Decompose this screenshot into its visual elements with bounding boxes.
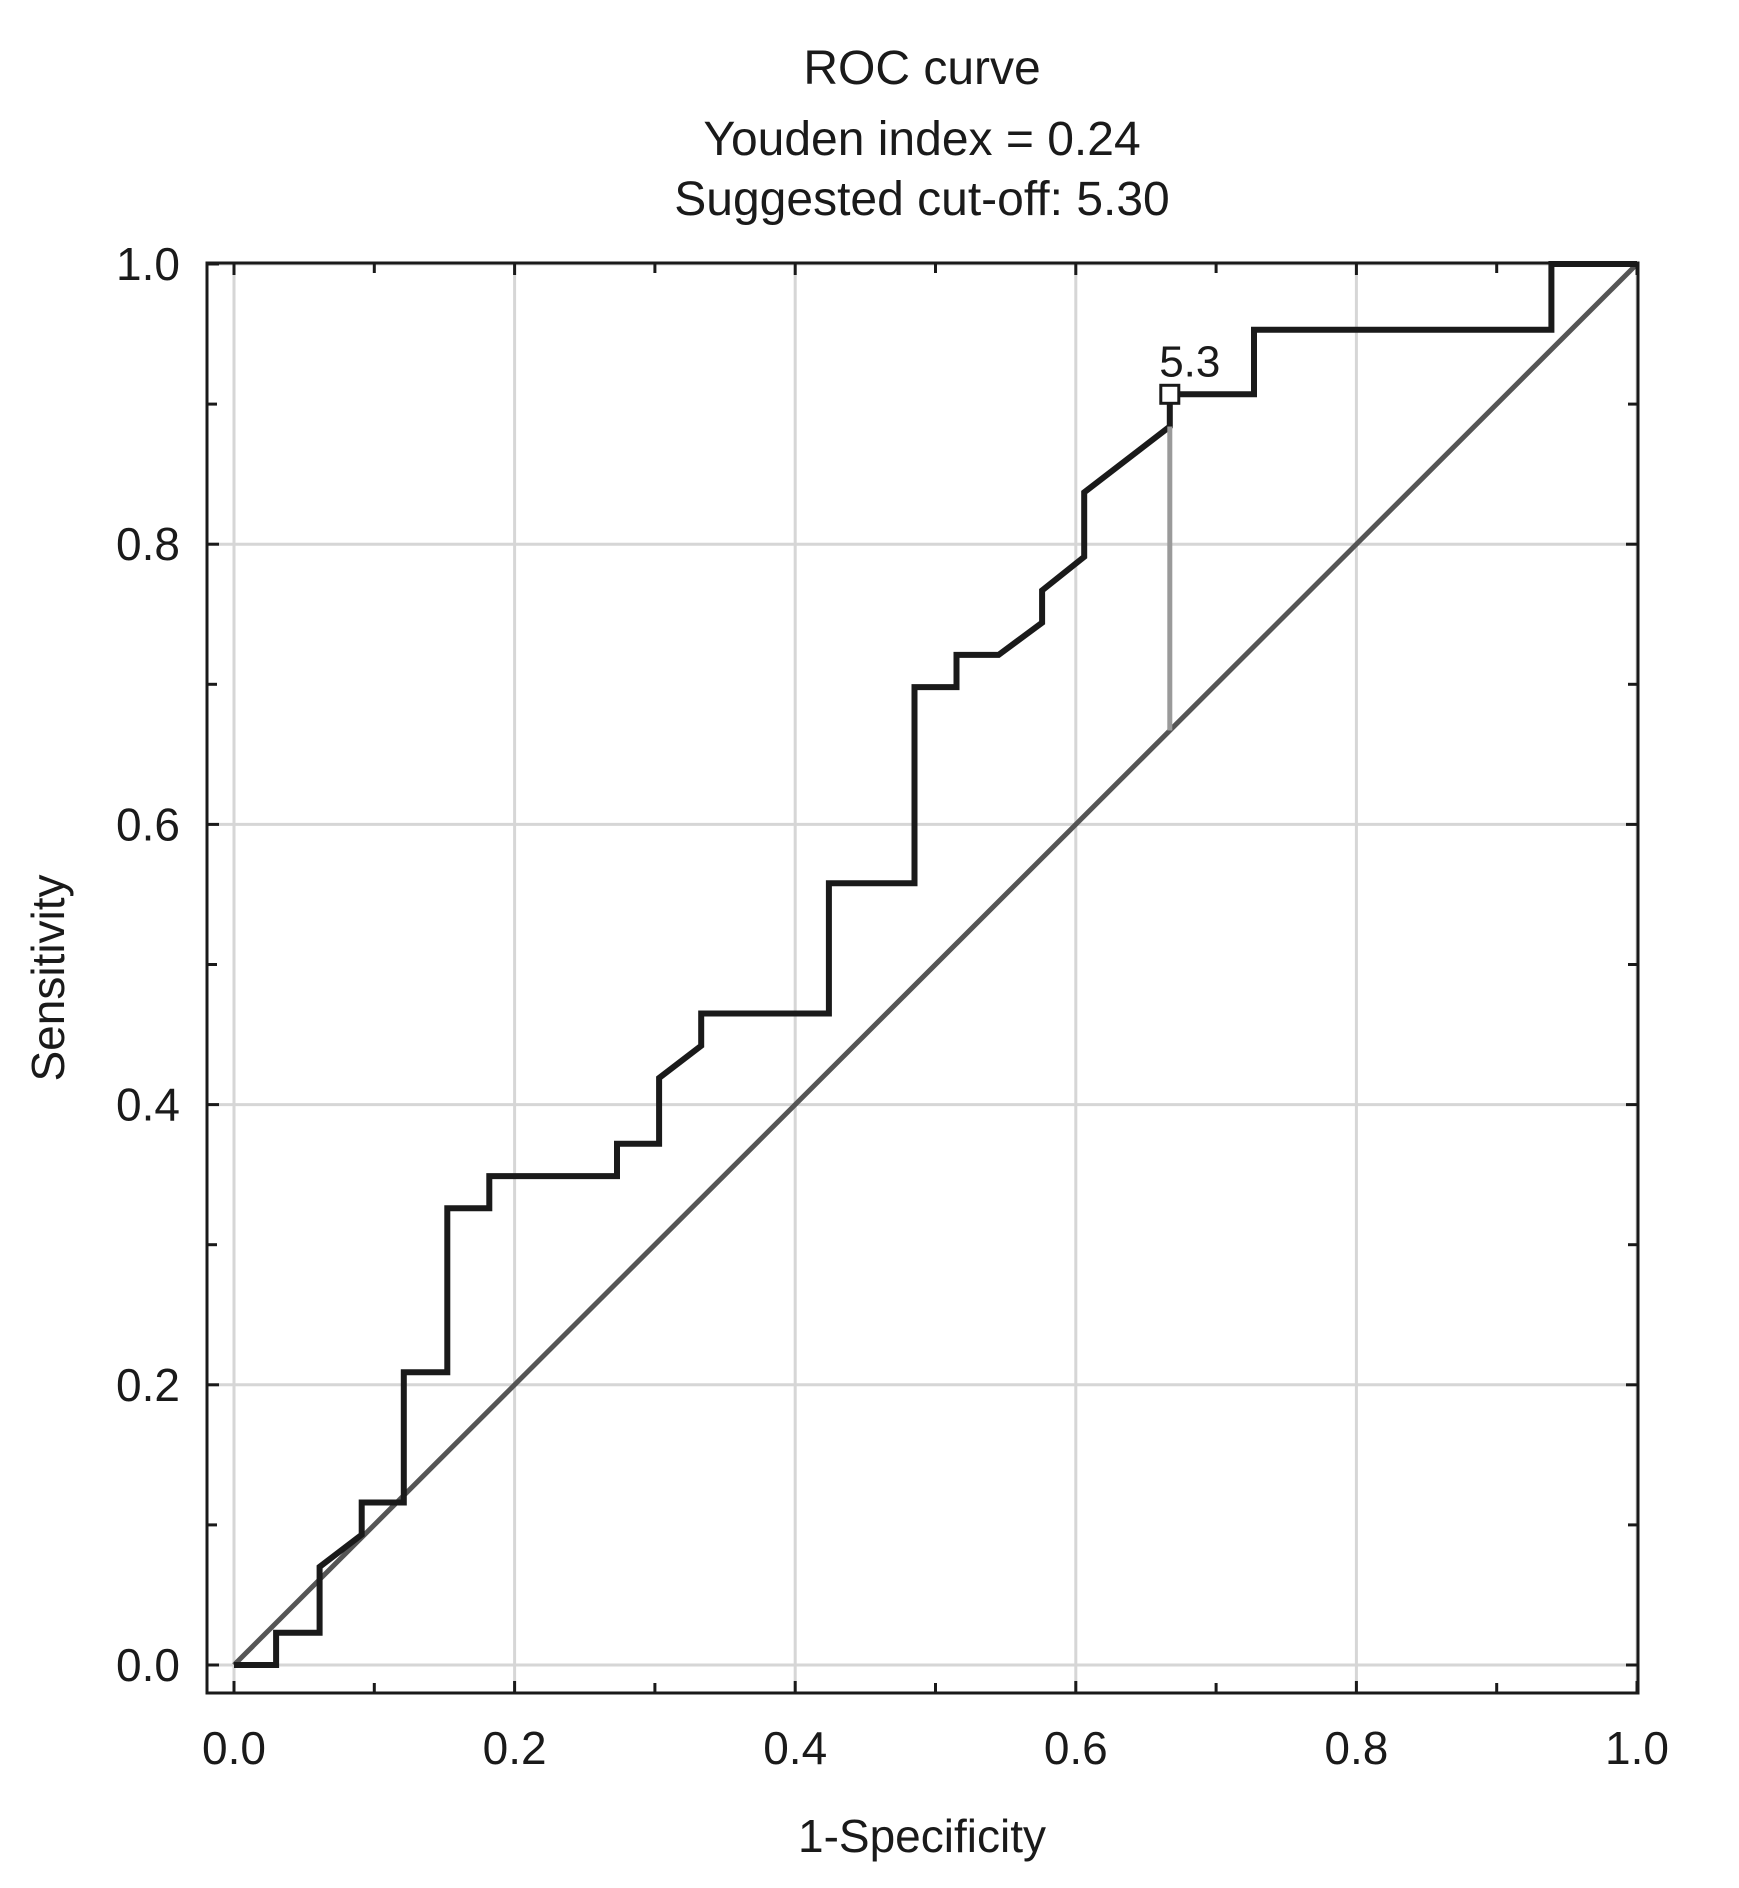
y-tick-label: 1.0 [116, 238, 180, 290]
chart-title: ROC curve [803, 42, 1040, 95]
plot-frame [205, 261, 1640, 1695]
y-tick-label: 0.4 [116, 1079, 180, 1131]
x-tick-label: 0.8 [1324, 1722, 1388, 1774]
x-tick-label: 1.0 [1605, 1722, 1669, 1774]
cutoff-point-marker [1159, 383, 1181, 405]
chart-subtitle-youden: Youden index = 0.24 [703, 113, 1140, 166]
series-group [232, 261, 1639, 1668]
x-tick-label: 0.4 [763, 1722, 827, 1774]
y-tick-label: 0.0 [116, 1639, 180, 1691]
y-axis-label: Sensitivity [22, 874, 74, 1081]
cutoff-point-label: 5.3 [1159, 337, 1220, 386]
x-tick-label: 0.2 [483, 1722, 547, 1774]
axis-ticks: 0.0 0.2 0.4 0.6 0.8 1.0 0.0 0.2 0.4 0.6 0.8 1.0 [116, 238, 1669, 1774]
annotation-group: 5.3 [1159, 337, 1220, 731]
roc-curve-line [234, 261, 1637, 1668]
y-tick-label: 0.6 [116, 798, 180, 850]
y-tick-label: 0.2 [116, 1359, 180, 1411]
x-tick-label: 0.6 [1044, 1722, 1108, 1774]
x-tick-label: 0.0 [202, 1722, 266, 1774]
x-axis-label: 1-Specificity [798, 1810, 1046, 1862]
reference-diagonal-line [232, 262, 1639, 1667]
y-tick-label: 0.8 [116, 518, 180, 570]
chart-subtitle-cutoff: Suggested cut-off: 5.30 [674, 173, 1169, 226]
